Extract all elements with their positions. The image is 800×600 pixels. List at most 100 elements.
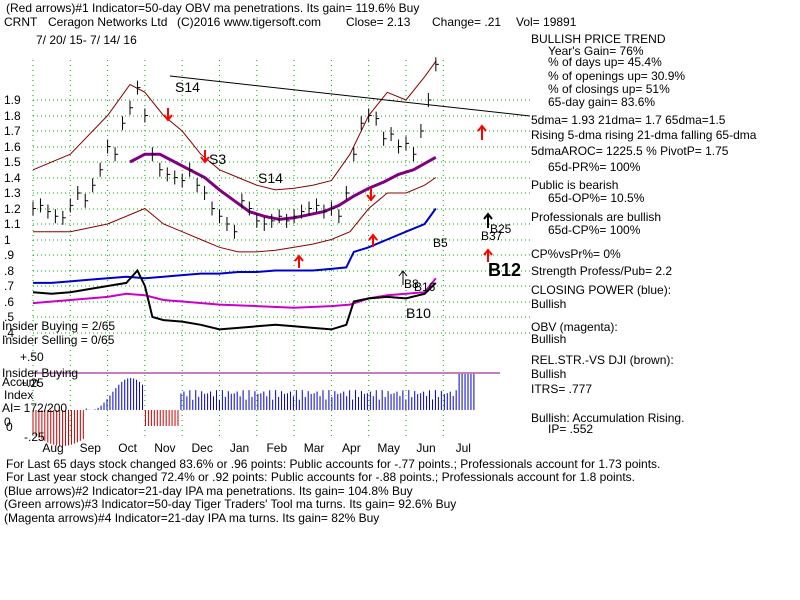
x-tick-label: Aug [42, 441, 63, 455]
footer-line: (Green arrows)#3 Indicator=50-day Tiger … [4, 497, 456, 511]
accumulation-histogram [32, 374, 475, 446]
x-tick-label: Sep [80, 441, 102, 455]
right-panel-line: 65d-CP%= 100% [548, 223, 641, 237]
right-panel-line: 5dmaAROC= 1225.5 % PivotP= 1.75 [531, 144, 729, 158]
y-tick-label: 1.8 [4, 109, 21, 123]
accum-plus25: +.25 [20, 376, 44, 390]
x-tick-label: Jan [230, 441, 249, 455]
red-arrows [163, 108, 493, 268]
x-tick-labels: Aug Sep Oct Nov Dec Jan Feb Mar Apr May Jun Jul [42, 441, 471, 455]
y-tick-label: 1.2 [4, 202, 21, 216]
right-panel-line: 65d-OP%= 10.5% [548, 191, 645, 205]
signal-b10: B10 [406, 305, 431, 321]
footer-line: (Magenta arrows)#4 Indicator=21-day IPA … [4, 511, 379, 525]
signal-b12: B12 [488, 260, 521, 280]
upper-band-line [32, 61, 437, 191]
x-tick-label: Apr [342, 441, 361, 455]
y-tick-label: 1.5 [4, 155, 21, 169]
right-panel-line: CLOSING POWER (blue): [531, 283, 671, 297]
right-panel-line: CP%vsPr%= 0% [531, 247, 621, 261]
x-tick-label: Feb [266, 441, 287, 455]
date-range: 7/ 20/ 15- 7/ 14/ 16 [36, 33, 137, 47]
ai-label: AI= 172/200 [2, 401, 67, 415]
header-copyright: (C)2016 www.tigersoft.com [177, 15, 321, 29]
y-tick-label: 1.6 [4, 140, 21, 154]
right-panel-line: ITRS= .777 [531, 382, 592, 396]
y-tick-label: 1.7 [4, 124, 21, 138]
red-arrow-up-2 [368, 233, 378, 247]
price-bars [32, 57, 439, 239]
header-close: Close= 2.13 [346, 15, 411, 29]
accum-zero: 0 [6, 420, 13, 434]
header-change: Change= .21 [432, 15, 501, 29]
insider-buying-label-2: Insider Buying [2, 366, 78, 380]
right-panel-line: % of openings up= 30.9% [548, 69, 685, 83]
red-arrow-down-1 [163, 108, 173, 122]
grid-lines [32, 60, 530, 440]
y-tick-label: 1.4 [4, 171, 21, 185]
insider-selling-label: Insider Selling = 0/65 [2, 333, 115, 347]
right-panel-line: Bullish [531, 332, 566, 346]
signal-b8: B8 [404, 277, 419, 291]
x-tick-label: Mar [304, 441, 325, 455]
lower-band-line [33, 177, 437, 253]
red-arrow-up-3 [477, 124, 487, 140]
red-arrow-up-4 [483, 248, 493, 262]
header-vol: Vol= 19891 [516, 15, 577, 29]
signal-s14-top: S14 [175, 79, 200, 95]
red-arrow-down-3 [366, 188, 376, 202]
rel-strength-line [32, 268, 437, 331]
closing-power-line [33, 207, 437, 284]
insider-buying-label: Insider Buying = 2/65 [2, 319, 115, 333]
right-panel-line: Strength Profess/Pub= 2.2 [531, 264, 672, 278]
header-symbol: CRNT [4, 15, 38, 29]
ma65-line [129, 152, 437, 221]
y-tick-label: .6 [4, 295, 14, 309]
right-panel-line: 5dma= 1.93 21dma= 1.7 65dma=1.5 [531, 113, 726, 127]
index-label: Index [4, 388, 33, 402]
x-tick-label: Jun [416, 441, 435, 455]
y-tick-label: .9 [4, 248, 14, 262]
obv-line [32, 277, 437, 309]
right-panel-line: Bullish [531, 367, 566, 381]
right-panel-line: Bullish: Accumulation Rising. [531, 411, 684, 425]
right-panel-line: Professionals are bullish [531, 210, 661, 224]
footer-line: (Blue arrows)#2 Indicator=21-day IPA ma … [4, 484, 413, 498]
right-panel-line: Rising 5-dma rising 21-dma falling 65-dm… [531, 128, 757, 142]
signal-s14-mid: S14 [258, 170, 283, 186]
x-tick-label: Dec [192, 441, 213, 455]
black-arrow-up-b5 [398, 270, 408, 285]
y-tick-label: .8 [4, 264, 14, 278]
signal-b5: B5 [433, 236, 448, 250]
footer-text: For Last 65 days stock changed 83.6% or … [4, 457, 660, 525]
header-company: Ceragon Networks Ltd [48, 15, 167, 29]
right-panel-line: % of days up= 45.4% [548, 55, 662, 69]
footer-line: For Last year stock changed 72.4% or .92… [6, 470, 635, 484]
y-tick-label: .5 [4, 310, 14, 324]
right-panel-line: Year's Gain= 76% [548, 44, 644, 58]
signal-b25: B25 [490, 222, 512, 236]
accum-minus25: -.25 [24, 430, 45, 444]
x-tick-label: May [377, 441, 400, 455]
right-panel-line: 65d-PR%= 100% [548, 160, 641, 174]
signal-b37: B37 [481, 229, 503, 243]
x-tick-label: Jul [456, 441, 471, 455]
trend-line [169, 75, 531, 117]
y-tick-label: 1.9 [4, 93, 21, 107]
y-tick-label: 0 [4, 415, 11, 429]
y-tick-label: .4 [4, 326, 14, 340]
accum-label: Accum [2, 375, 39, 389]
right-panel-line: 65-day gain= 83.6% [548, 95, 655, 109]
y-tick-label: 1.1 [4, 217, 21, 231]
footer-line: For Last 65 days stock changed 83.6% or … [6, 457, 660, 471]
right-panel-line: IP= .552 [548, 422, 593, 436]
red-arrow-down-2 [200, 150, 210, 164]
right-panel-line: % of closings up= 51% [548, 82, 670, 96]
y-tick-label: 1.3 [4, 186, 21, 200]
signal-b16: B16 [414, 280, 436, 294]
y-tick-labels: 1.9 1.81.7 1.61.5 1.41.3 1.21.1 1.9 .8.7 .6.5 .4… [4, 93, 21, 429]
signal-s3: S3 [209, 151, 226, 167]
x-tick-label: Nov [154, 441, 175, 455]
y-tick-label: 1 [4, 233, 11, 247]
